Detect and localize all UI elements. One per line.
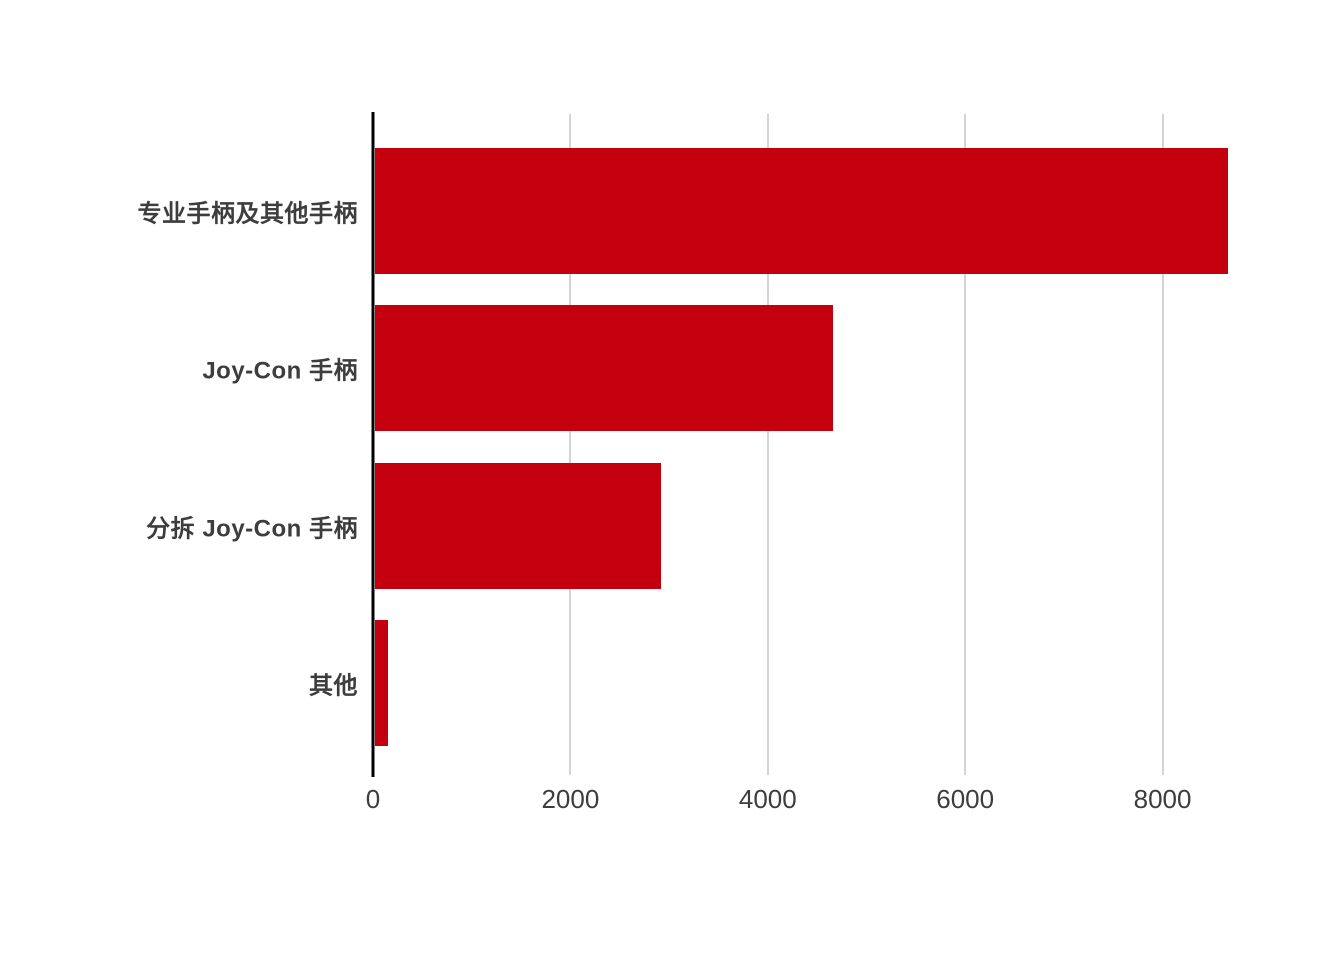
- x-tick-label: 0: [365, 784, 381, 814]
- gridline: [766, 114, 769, 775]
- bar: [374, 148, 1229, 274]
- category-label: 分拆 Joy-Con 手柄: [146, 515, 358, 543]
- gridline: [1161, 114, 1164, 775]
- bar: [374, 305, 834, 432]
- bar: [374, 462, 661, 589]
- x-tick-label: 2000: [541, 784, 600, 814]
- gridline: [964, 114, 967, 775]
- category-label: 专业手柄及其他手柄: [137, 200, 358, 228]
- y-axis-line: [371, 112, 375, 777]
- x-tick-label: 8000: [1133, 784, 1192, 814]
- x-tick-label: 4000: [738, 784, 797, 814]
- plot-area: [371, 112, 1281, 777]
- category-label: Joy-Con 手柄: [202, 357, 358, 385]
- category-label: 其他: [309, 672, 358, 700]
- bar: [374, 619, 388, 746]
- x-tick-label: 6000: [936, 784, 995, 814]
- gridline: [569, 114, 572, 775]
